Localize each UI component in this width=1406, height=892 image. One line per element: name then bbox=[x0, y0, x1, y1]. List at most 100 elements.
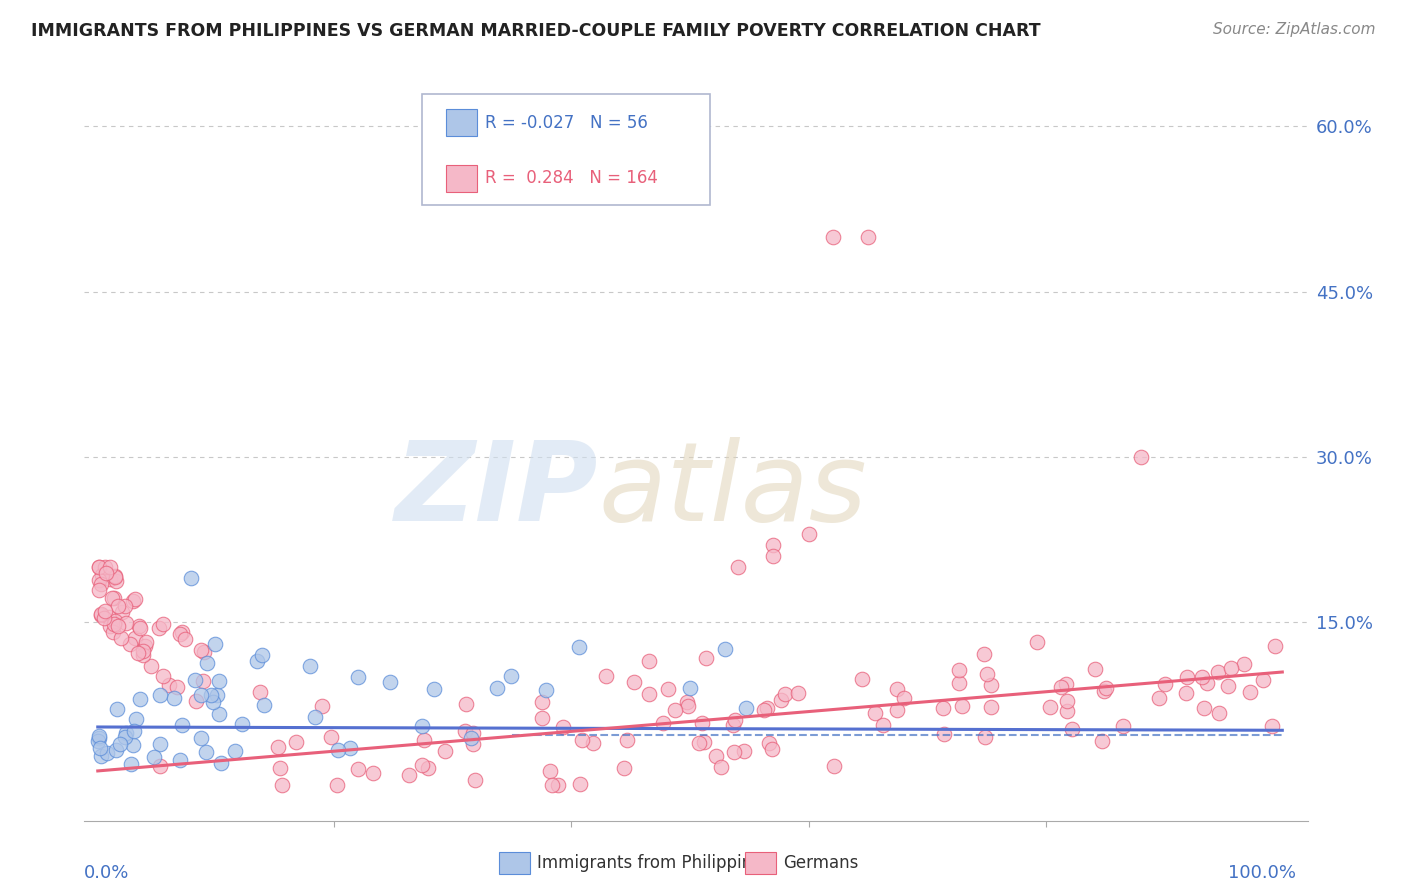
Point bbox=[541, 778, 564, 792]
Point bbox=[120, 637, 142, 651]
Point bbox=[721, 718, 744, 732]
Point bbox=[157, 678, 180, 692]
Point bbox=[105, 701, 128, 715]
Point bbox=[169, 627, 191, 641]
Point bbox=[184, 673, 207, 687]
Point bbox=[411, 757, 433, 772]
Point bbox=[1208, 706, 1230, 721]
Point bbox=[142, 750, 165, 764]
Point bbox=[676, 698, 699, 713]
Point bbox=[298, 659, 321, 673]
Point bbox=[266, 739, 288, 754]
Point bbox=[886, 682, 908, 697]
Point bbox=[1154, 677, 1177, 691]
Point bbox=[1175, 670, 1198, 684]
Point bbox=[758, 736, 780, 750]
Point bbox=[1094, 681, 1116, 695]
Point bbox=[1039, 700, 1062, 714]
Point bbox=[326, 778, 349, 792]
Point bbox=[1192, 701, 1215, 715]
Point bbox=[87, 560, 110, 574]
Point bbox=[103, 591, 125, 605]
Point bbox=[980, 700, 1002, 714]
Point bbox=[122, 738, 145, 752]
Point bbox=[252, 648, 274, 663]
Point bbox=[1091, 733, 1114, 747]
Point bbox=[91, 568, 114, 582]
Point bbox=[208, 673, 231, 688]
Text: Germans: Germans bbox=[783, 854, 859, 871]
Point bbox=[616, 732, 638, 747]
Point bbox=[693, 735, 716, 749]
Point bbox=[89, 740, 111, 755]
Point bbox=[1054, 676, 1077, 690]
Point bbox=[756, 701, 779, 715]
Point bbox=[1206, 665, 1229, 680]
Point bbox=[104, 569, 127, 583]
Point bbox=[111, 605, 134, 619]
Point bbox=[98, 560, 121, 574]
Point bbox=[124, 592, 146, 607]
Point bbox=[172, 718, 194, 732]
Text: Immigrants from Philippines: Immigrants from Philippines bbox=[537, 854, 772, 871]
Point bbox=[132, 644, 155, 658]
Point bbox=[1092, 684, 1115, 698]
Point bbox=[761, 742, 783, 756]
Point bbox=[1147, 690, 1170, 705]
Point bbox=[271, 778, 294, 792]
Point bbox=[886, 703, 908, 717]
Point bbox=[190, 688, 212, 702]
Point bbox=[200, 689, 222, 703]
Point bbox=[797, 527, 820, 541]
Point bbox=[762, 549, 785, 564]
Point bbox=[114, 599, 136, 614]
Point bbox=[1025, 635, 1047, 649]
Point bbox=[152, 669, 174, 683]
Point bbox=[208, 706, 231, 721]
Point bbox=[571, 732, 593, 747]
Point bbox=[1084, 662, 1107, 676]
Point bbox=[148, 621, 170, 635]
Point bbox=[1050, 680, 1073, 694]
Point bbox=[710, 760, 733, 774]
Point bbox=[191, 673, 214, 688]
Point bbox=[122, 723, 145, 738]
Point bbox=[149, 688, 172, 702]
Point bbox=[90, 607, 112, 622]
Point bbox=[623, 675, 645, 690]
Point bbox=[976, 666, 998, 681]
Point bbox=[132, 648, 155, 663]
Point bbox=[166, 681, 188, 695]
Point bbox=[1261, 719, 1284, 733]
Point bbox=[190, 642, 212, 657]
Point bbox=[460, 731, 482, 746]
Point bbox=[823, 758, 845, 772]
Point bbox=[851, 672, 873, 686]
Point bbox=[90, 607, 112, 622]
Point bbox=[690, 715, 713, 730]
Point bbox=[613, 761, 636, 775]
Point bbox=[551, 720, 574, 734]
Point bbox=[319, 731, 342, 745]
Point bbox=[193, 645, 215, 659]
Point bbox=[657, 681, 679, 696]
Point bbox=[1216, 679, 1239, 693]
Point bbox=[94, 604, 117, 618]
Point bbox=[207, 688, 229, 702]
Point bbox=[180, 571, 202, 585]
Point bbox=[87, 734, 110, 748]
Point bbox=[664, 704, 686, 718]
Point bbox=[90, 749, 112, 764]
Point bbox=[1239, 685, 1261, 699]
Point bbox=[304, 709, 326, 723]
Point bbox=[378, 675, 401, 690]
Point bbox=[418, 761, 440, 775]
Point bbox=[637, 654, 659, 668]
Point bbox=[152, 617, 174, 632]
Point bbox=[547, 778, 569, 792]
Point bbox=[104, 742, 127, 756]
Text: R = -0.027   N = 56: R = -0.027 N = 56 bbox=[485, 114, 648, 132]
Point bbox=[1233, 657, 1256, 672]
Point bbox=[139, 659, 162, 673]
Point bbox=[224, 744, 246, 758]
